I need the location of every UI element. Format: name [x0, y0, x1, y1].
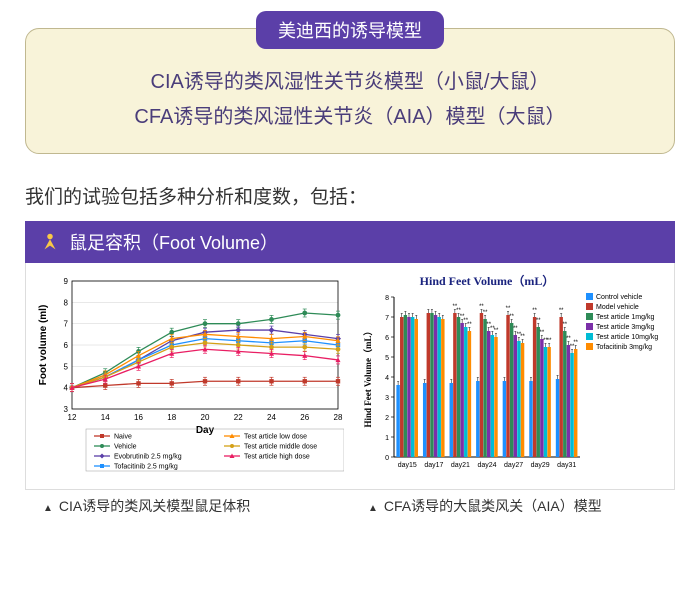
svg-text:Tofacitinib 2.5 mg/kg: Tofacitinib 2.5 mg/kg	[114, 464, 178, 471]
svg-text:7: 7	[64, 320, 69, 329]
svg-text:14: 14	[101, 413, 110, 422]
svg-text:26: 26	[300, 413, 309, 422]
section-header: 鼠足容积（Foot Volume）	[25, 221, 675, 263]
svg-text:8: 8	[64, 298, 69, 307]
svg-text:Test article 3mg/kg: Test article 3mg/kg	[596, 324, 654, 331]
svg-text:Evobrutinib 2.5 mg/kg: Evobrutinib 2.5 mg/kg	[114, 454, 182, 461]
svg-text:**: **	[536, 318, 541, 324]
svg-text:**: **	[566, 336, 571, 342]
svg-text:**: **	[483, 310, 488, 316]
person-icon	[39, 231, 61, 253]
svg-text:8: 8	[385, 295, 389, 302]
info-box: 美迪西的诱导模型 CIA诱导的类风湿性关节炎模型（小鼠/大鼠） CFA诱导的类风…	[25, 28, 675, 154]
svg-text:**: **	[562, 322, 567, 328]
svg-text:28: 28	[334, 413, 343, 422]
chart-1: 3456789121416182022242628DayFoot volume …	[34, 271, 344, 481]
svg-text:Model vehicle: Model vehicle	[596, 304, 639, 311]
svg-text:Vehicle: Vehicle	[114, 444, 137, 451]
svg-text:Test article middle dose: Test article middle dose	[244, 444, 317, 451]
svg-text:day29: day29	[531, 462, 550, 469]
svg-text:**: **	[467, 322, 472, 328]
svg-text:2: 2	[385, 415, 389, 422]
svg-text:**: **	[509, 314, 514, 320]
svg-text:4: 4	[64, 384, 69, 393]
svg-text:4: 4	[385, 375, 389, 382]
caption-2: CFA诱导的大鼠类风关（AIA）模型	[350, 496, 675, 516]
svg-text:**: **	[540, 330, 545, 336]
svg-text:**: **	[573, 340, 578, 346]
chart-2-cell: Hind Feet Volume（mL） 0 1 2 3 4 5 6 7 8 day15 day17 *…	[352, 263, 678, 489]
svg-text:7: 7	[385, 315, 389, 322]
info-line-1: CIA诱导的类风湿性关节炎模型（小鼠/大鼠）	[46, 65, 654, 94]
svg-text:1: 1	[385, 435, 389, 442]
svg-text:Control vehicle: Control vehicle	[596, 294, 642, 301]
svg-text:Foot volume (ml): Foot volume (ml)	[38, 305, 49, 386]
svg-text:9: 9	[64, 277, 69, 286]
svg-text:day17: day17	[424, 462, 443, 469]
caption-1: CIA诱导的类风关模型鼠足体积	[25, 496, 350, 516]
captions-row: CIA诱导的类风关模型鼠足体积 CFA诱导的大鼠类风关（AIA）模型	[25, 496, 675, 516]
svg-text:Hind Feet Volume（mL）: Hind Feet Volume（mL）	[420, 273, 555, 288]
section-title: 鼠足容积（Foot Volume）	[69, 229, 278, 255]
svg-text:day31: day31	[557, 462, 576, 469]
svg-text:Tofacitinib 3mg/kg: Tofacitinib 3mg/kg	[596, 344, 652, 351]
svg-text:5: 5	[64, 362, 69, 371]
svg-text:**: **	[547, 338, 552, 344]
svg-text:18: 18	[167, 413, 176, 422]
svg-text:**: **	[559, 308, 564, 314]
svg-text:**: **	[532, 308, 537, 314]
svg-text:12: 12	[68, 413, 77, 422]
svg-text:5: 5	[385, 355, 389, 362]
info-line-2: CFA诱导的类风湿性关节炎（AIA）模型（大鼠）	[46, 100, 654, 129]
svg-text:Day: Day	[196, 425, 215, 436]
svg-text:Naive: Naive	[114, 434, 132, 441]
svg-text:day27: day27	[504, 462, 523, 469]
svg-text:6: 6	[64, 341, 69, 350]
svg-text:day24: day24	[477, 462, 496, 469]
svg-text:Hind Feet Volume（mL）: Hind Feet Volume（mL）	[363, 326, 373, 427]
svg-text:Test article 1mg/kg: Test article 1mg/kg	[596, 314, 654, 321]
svg-text:Test article 10mg/kg: Test article 10mg/kg	[596, 334, 658, 341]
intro-text: 我们的试验包括多种分析和度数，包括：	[25, 182, 675, 209]
svg-text:**: **	[494, 328, 499, 334]
svg-text:22: 22	[234, 413, 243, 422]
chart-1-cell: 3456789121416182022242628DayFoot volume …	[26, 263, 352, 489]
chart-2: Hind Feet Volume（mL） 0 1 2 3 4 5 6 7 8 day15 day17 *…	[360, 271, 670, 481]
svg-text:**: **	[520, 334, 525, 340]
svg-text:20: 20	[201, 413, 210, 422]
info-tag: 美迪西的诱导模型	[256, 11, 444, 49]
svg-text:6: 6	[385, 335, 389, 342]
svg-text:0: 0	[385, 455, 389, 462]
svg-text:24: 24	[267, 413, 276, 422]
svg-text:16: 16	[134, 413, 143, 422]
svg-text:Test article high dose: Test article high dose	[244, 454, 310, 461]
svg-text:Test article low dose: Test article low dose	[244, 434, 307, 441]
svg-text:3: 3	[385, 395, 389, 402]
charts-row: 3456789121416182022242628DayFoot volume …	[25, 263, 675, 490]
svg-text:day15: day15	[398, 462, 417, 469]
svg-text:**: **	[506, 306, 511, 312]
svg-text:day21: day21	[451, 462, 470, 469]
